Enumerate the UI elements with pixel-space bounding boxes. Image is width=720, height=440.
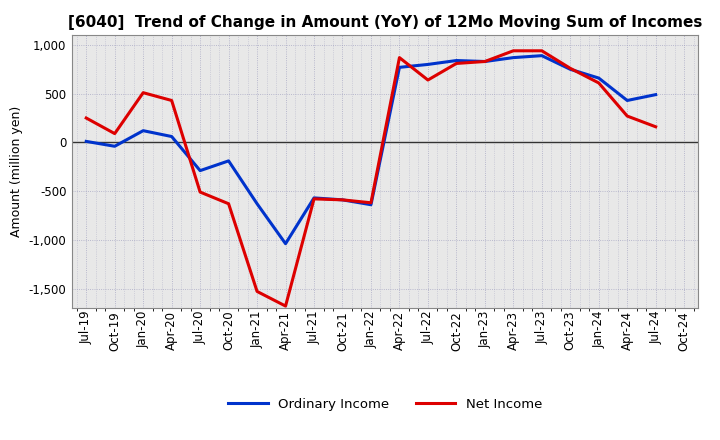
Ordinary Income [509, 55, 518, 60]
Net Income [310, 196, 318, 202]
Net Income [253, 289, 261, 294]
Line: Ordinary Income: Ordinary Income [86, 55, 656, 244]
Net Income [509, 48, 518, 53]
Ordinary Income [167, 134, 176, 139]
Net Income [623, 114, 631, 119]
Net Income [566, 66, 575, 71]
Y-axis label: Amount (million yen): Amount (million yen) [10, 106, 23, 237]
Ordinary Income [82, 139, 91, 144]
Ordinary Income [652, 92, 660, 97]
Net Income [282, 304, 290, 309]
Net Income [139, 90, 148, 95]
Ordinary Income [196, 168, 204, 173]
Net Income [652, 124, 660, 129]
Net Income [110, 131, 119, 136]
Net Income [480, 59, 489, 64]
Line: Net Income: Net Income [86, 51, 656, 306]
Ordinary Income [310, 195, 318, 201]
Net Income [423, 77, 432, 83]
Ordinary Income [452, 58, 461, 63]
Net Income [82, 115, 91, 121]
Net Income [338, 197, 347, 202]
Ordinary Income [423, 62, 432, 67]
Ordinary Income [253, 201, 261, 206]
Net Income [452, 61, 461, 66]
Net Income [225, 201, 233, 206]
Legend: Ordinary Income, Net Income: Ordinary Income, Net Income [222, 392, 548, 416]
Ordinary Income [480, 59, 489, 64]
Title: [6040]  Trend of Change in Amount (YoY) of 12Mo Moving Sum of Incomes: [6040] Trend of Change in Amount (YoY) o… [68, 15, 703, 30]
Ordinary Income [282, 241, 290, 246]
Ordinary Income [366, 202, 375, 207]
Ordinary Income [139, 128, 148, 133]
Ordinary Income [566, 66, 575, 72]
Net Income [196, 189, 204, 194]
Ordinary Income [595, 75, 603, 81]
Net Income [167, 98, 176, 103]
Ordinary Income [537, 53, 546, 58]
Net Income [595, 80, 603, 85]
Ordinary Income [395, 65, 404, 70]
Ordinary Income [110, 143, 119, 149]
Net Income [366, 200, 375, 205]
Ordinary Income [225, 158, 233, 164]
Ordinary Income [623, 98, 631, 103]
Ordinary Income [338, 197, 347, 202]
Net Income [537, 48, 546, 53]
Net Income [395, 55, 404, 60]
